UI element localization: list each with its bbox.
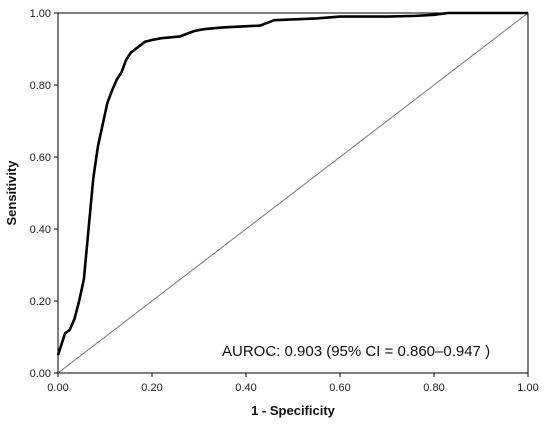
y-tick-label: 1.00 xyxy=(30,8,51,20)
reference-diagonal-line xyxy=(57,12,529,374)
x-tick-label: 0.60 xyxy=(329,382,350,394)
x-tick-label: 0.80 xyxy=(423,382,444,394)
y-axis-ticks: 0.00 0.20 0.40 0.60 0.80 1.00 xyxy=(30,8,58,380)
x-tick-label: 0.00 xyxy=(47,382,68,394)
y-tick-label: 0.40 xyxy=(30,224,51,236)
y-tick-label: 0.60 xyxy=(30,152,51,164)
plot-area xyxy=(57,12,529,374)
x-axis-title: 1 - Specificity xyxy=(251,403,336,418)
y-tick-label: 0.00 xyxy=(30,368,51,380)
auroc-annotation: AUROC: 0.903 (95% CI = 0.860–0.947 ) xyxy=(222,343,490,360)
roc-curve-line xyxy=(56,11,528,356)
x-tick-label: 0.40 xyxy=(235,382,256,394)
x-axis-ticks: 0.00 0.20 0.40 0.60 0.80 1.00 xyxy=(47,373,539,394)
x-tick-label: 1.00 xyxy=(517,382,538,394)
y-tick-label: 0.80 xyxy=(30,80,51,92)
plot-frame xyxy=(57,12,529,374)
y-tick-label: 0.20 xyxy=(30,296,51,308)
y-axis-title: Sensitivity xyxy=(4,160,19,226)
x-tick-label: 0.20 xyxy=(141,382,162,394)
